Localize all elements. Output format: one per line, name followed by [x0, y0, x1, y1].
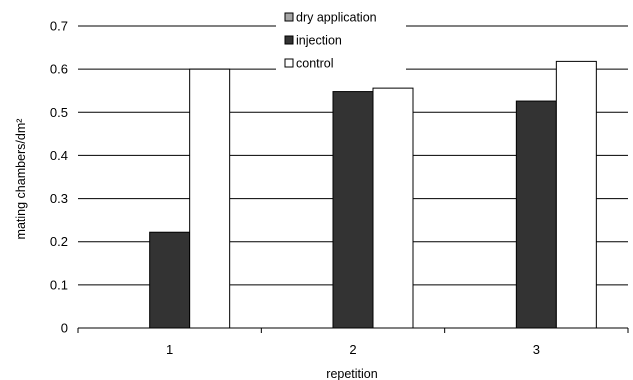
y-tick-label: 0.7 — [50, 19, 68, 34]
bar-control-2 — [372, 87, 414, 329]
bar-injection-2 — [332, 91, 374, 329]
legend-swatch — [284, 35, 294, 45]
x-tick-label: 3 — [533, 342, 540, 357]
y-tick-label: 0.6 — [50, 62, 68, 77]
bar-control-1 — [189, 68, 231, 329]
bars — [149, 60, 597, 329]
legend-label: injection — [296, 34, 342, 48]
legend-label: dry application — [296, 11, 377, 25]
x-axis-title: repetition — [326, 367, 377, 380]
bar-injection-1 — [149, 231, 191, 329]
y-tick-label: 0.5 — [50, 105, 68, 120]
legend-background — [276, 6, 406, 78]
y-tick-labels: 0 0.1 0.2 0.3 0.4 0.5 0.6 0.7 — [50, 19, 68, 336]
x-tick-label: 2 — [349, 342, 356, 357]
y-axis-title: mating chambers/dm² — [14, 119, 28, 240]
legend-label: control — [296, 57, 334, 71]
bar-injection-3 — [515, 100, 557, 329]
y-tick-label: 0.2 — [50, 234, 68, 249]
x-tick-labels: 1 2 3 — [166, 342, 540, 357]
legend: dry application injection control — [276, 6, 406, 78]
legend-swatch — [284, 12, 294, 22]
y-tick-label: 0 — [61, 321, 68, 336]
x-tick-label: 1 — [166, 342, 173, 357]
y-tick-label: 0.3 — [50, 191, 68, 206]
legend-swatch — [284, 58, 294, 68]
y-tick-label: 0.4 — [50, 148, 68, 163]
bar-control-3 — [555, 60, 597, 329]
y-tick-label: 0.1 — [50, 277, 68, 292]
x-axis — [77, 327, 629, 333]
